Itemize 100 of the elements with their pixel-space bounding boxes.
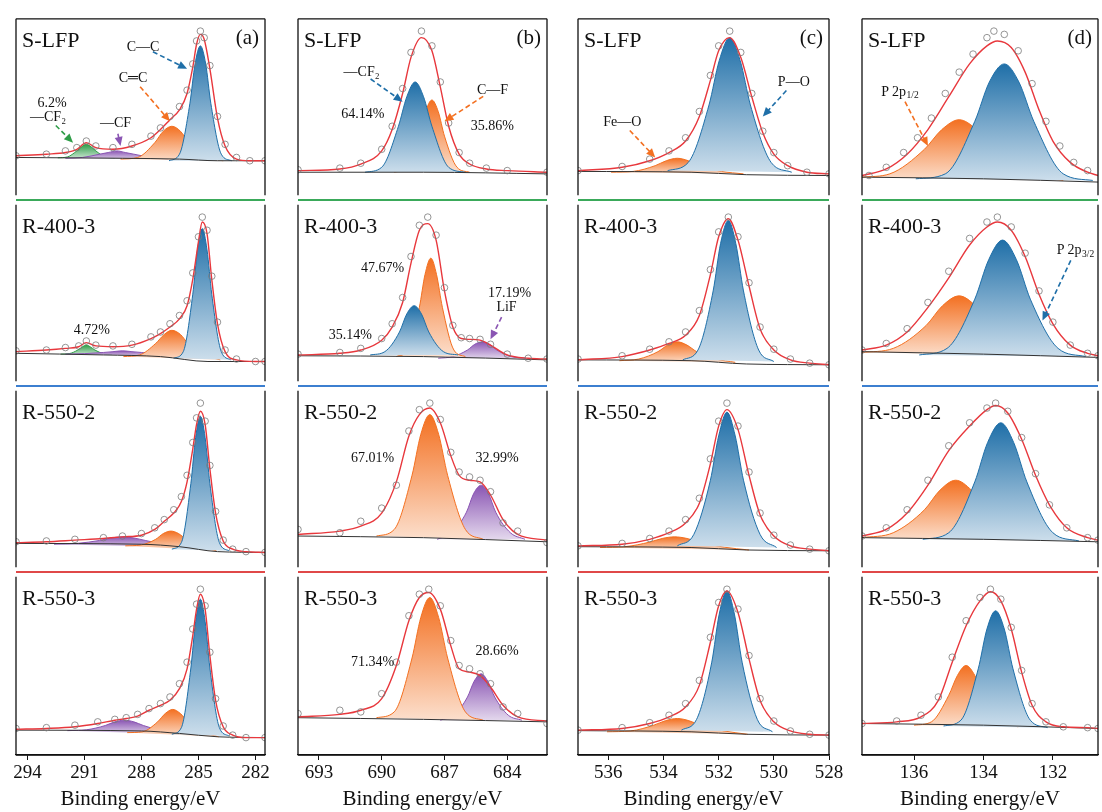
point	[865, 171, 873, 180]
x-tick-label: 690	[367, 761, 396, 783]
point	[955, 68, 963, 76]
point	[378, 145, 386, 153]
point	[681, 699, 690, 708]
point	[206, 461, 214, 470]
annotation: C—C	[126, 38, 160, 54]
point	[109, 342, 117, 350]
point	[177, 492, 186, 501]
point	[681, 515, 690, 524]
point	[196, 399, 205, 407]
point	[695, 494, 704, 502]
point	[133, 710, 142, 719]
point	[109, 143, 117, 152]
point	[436, 602, 444, 610]
point	[42, 346, 51, 354]
point	[882, 339, 890, 348]
point	[232, 153, 241, 162]
point	[991, 399, 1000, 407]
point	[723, 585, 731, 593]
point	[94, 718, 102, 726]
annotation: 67.01%	[351, 449, 395, 465]
point	[71, 535, 79, 543]
point	[476, 335, 484, 344]
point	[111, 715, 119, 724]
point	[137, 529, 146, 538]
point	[969, 50, 977, 58]
point	[723, 399, 731, 407]
point	[706, 633, 715, 642]
point	[378, 689, 386, 698]
point	[189, 625, 197, 633]
point	[407, 48, 415, 57]
point	[156, 328, 165, 336]
annotation: (b)	[516, 25, 542, 50]
point	[748, 89, 756, 98]
point	[882, 524, 890, 532]
point	[357, 344, 365, 353]
point	[357, 517, 365, 525]
point	[398, 84, 407, 93]
point	[1063, 524, 1071, 532]
annotation: C—F	[476, 82, 509, 98]
chart-title: R-550-3	[304, 584, 378, 610]
point	[336, 529, 344, 537]
x-tick-label: 132	[1038, 761, 1068, 783]
chart-title: R-550-2	[868, 398, 942, 424]
point	[42, 150, 51, 158]
point	[1059, 723, 1067, 731]
point	[61, 147, 70, 155]
point	[128, 340, 136, 348]
point	[990, 27, 998, 35]
point	[665, 338, 673, 346]
point	[1014, 47, 1022, 55]
point	[899, 148, 908, 157]
point	[917, 711, 925, 719]
point	[405, 612, 413, 620]
chart-title: R-550-3	[584, 584, 658, 610]
point	[405, 427, 413, 435]
point	[1028, 79, 1036, 88]
point	[745, 468, 753, 476]
point	[706, 265, 715, 274]
point	[695, 107, 704, 116]
point	[213, 112, 222, 121]
chart-title: R-550-2	[304, 398, 378, 424]
point	[724, 213, 733, 221]
annotation: 71.34%	[351, 654, 395, 670]
point	[476, 476, 484, 484]
x-tick-label: 136	[899, 761, 929, 783]
point	[455, 661, 463, 670]
point	[92, 142, 100, 150]
x-axis-title: Binding energy/eV	[342, 785, 503, 810]
point	[221, 346, 229, 354]
point	[82, 137, 91, 145]
point	[770, 531, 778, 539]
point	[122, 714, 130, 722]
point	[428, 42, 436, 50]
point	[695, 306, 704, 315]
point	[1083, 533, 1092, 542]
point	[1000, 30, 1008, 39]
chart-title: R-550-3	[868, 584, 942, 610]
point	[805, 359, 814, 367]
point	[192, 414, 201, 422]
point	[221, 140, 229, 149]
point	[1007, 623, 1015, 632]
point	[786, 541, 795, 549]
annotation: P—O	[777, 74, 810, 90]
point	[175, 102, 184, 111]
point	[618, 539, 626, 548]
point	[803, 168, 811, 176]
point	[934, 693, 943, 701]
point	[734, 233, 742, 241]
point	[156, 124, 165, 132]
point	[251, 357, 260, 366]
x-tick-label: 134	[969, 761, 999, 783]
point	[392, 481, 401, 489]
point	[945, 442, 953, 450]
point	[198, 213, 206, 221]
point	[770, 148, 778, 157]
point	[336, 348, 344, 357]
point	[646, 718, 654, 727]
chart-title: R-550-3	[22, 584, 96, 610]
